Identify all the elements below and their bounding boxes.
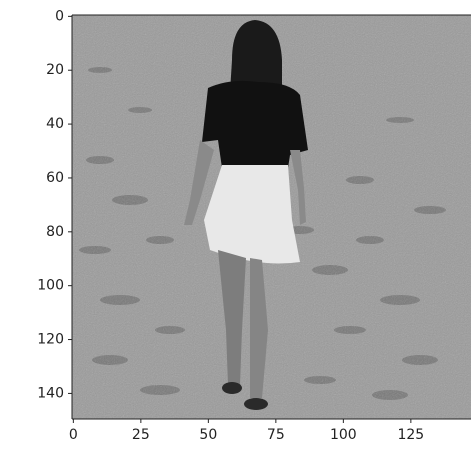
y-tick-label: 40 [46,116,64,132]
y-tick-label: 60 [46,170,64,186]
x-tick-label: 75 [267,427,285,443]
y-tick-label: 0 [55,8,64,24]
x-tick-label: 0 [69,427,78,443]
y-tick-label: 140 [37,385,64,401]
x-tick-label: 50 [199,427,217,443]
image [72,15,471,419]
x-tick-label: 100 [330,427,357,443]
x-tick-label: 125 [397,427,424,443]
x-tick-label: 25 [132,427,150,443]
y-tick-label: 80 [46,224,64,240]
axes [71,14,471,420]
y-tick-label: 20 [46,62,64,78]
y-tick-label: 120 [37,332,64,348]
y-tick-label: 100 [37,278,64,294]
